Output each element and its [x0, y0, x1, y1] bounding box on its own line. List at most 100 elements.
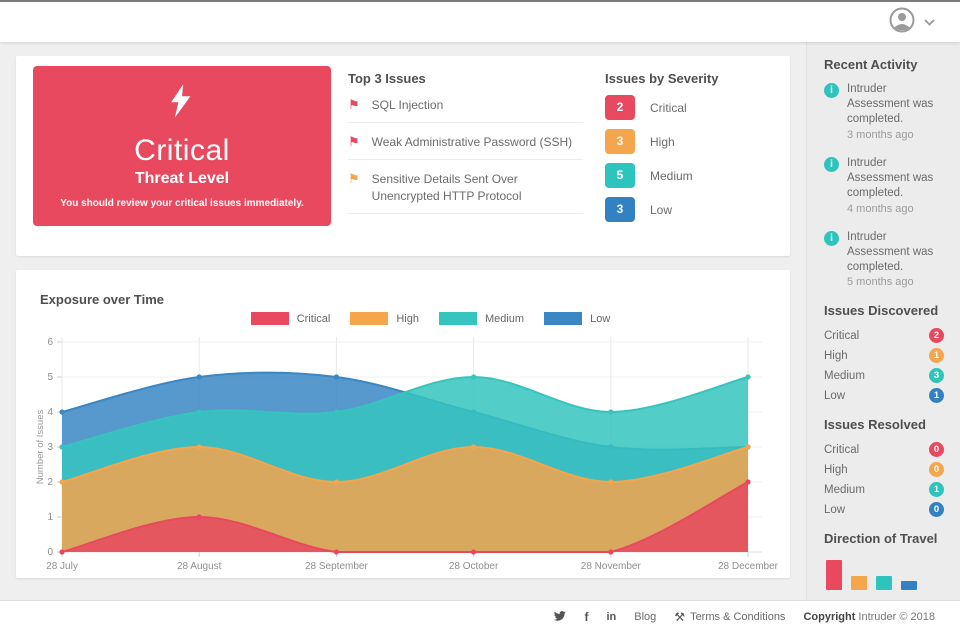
- issue-label: Weak Administrative Password (SSH): [371, 135, 573, 150]
- user-avatar-icon[interactable]: [889, 7, 915, 38]
- stat-row: Low 0: [824, 502, 944, 518]
- issues-discovered-title: Issues Discovered: [824, 303, 939, 319]
- facebook-icon[interactable]: f: [584, 609, 589, 624]
- svg-text:6: 6: [47, 337, 53, 348]
- issue-label: SQL Injection: [371, 98, 444, 112]
- info-icon: i: [824, 230, 839, 246]
- issues-by-severity-panel: Issues by Severity 2 Critical 3 High 5 M…: [605, 71, 775, 222]
- activity-time: 4 months ago: [847, 202, 914, 215]
- activity-time: 5 months ago: [847, 276, 914, 289]
- issue-label: Sensitive Details Sent Over Unencrypted …: [371, 172, 522, 203]
- legend-label: Medium: [484, 312, 525, 325]
- svg-text:28 October: 28 October: [449, 561, 499, 572]
- legend-swatch: [350, 312, 389, 325]
- issues-by-severity-title: Issues by Severity: [605, 71, 719, 86]
- severity-row: 2 Critical: [605, 95, 775, 120]
- svg-text:Number of Issues: Number of Issues: [35, 410, 46, 485]
- stat-label: Critical: [824, 443, 860, 456]
- issue-item[interactable]: ⚑ Sensitive Details Sent Over Unencrypte…: [348, 160, 583, 214]
- threat-overview-card: Critical Threat Level You should review …: [16, 56, 790, 256]
- stat-count-badge: 0: [929, 442, 944, 458]
- stat-row: Critical 2: [824, 328, 944, 344]
- terms-link[interactable]: ⚒ Terms & Conditions: [674, 610, 785, 624]
- stat-row: Critical 0: [824, 442, 944, 458]
- stat-label: High: [824, 463, 848, 476]
- flag-icon: ⚑: [348, 171, 360, 187]
- stat-count-badge: 1: [929, 388, 944, 404]
- direction-of-travel-title: Direction of Travel: [824, 531, 938, 547]
- stat-count-badge: 0: [929, 502, 944, 518]
- lightning-bolt-icon: [170, 83, 194, 124]
- stat-count-badge: 1: [929, 482, 944, 498]
- issues-resolved-title: Issues Resolved: [824, 417, 926, 433]
- top-accent-line: [0, 0, 960, 2]
- issue-item[interactable]: ⚑ SQL Injection: [348, 86, 583, 124]
- severity-label: High: [650, 134, 675, 149]
- svg-text:28 September: 28 September: [305, 561, 368, 572]
- legend-label: Low: [590, 312, 611, 325]
- svg-text:4: 4: [47, 407, 53, 418]
- legend-swatch: [544, 312, 583, 325]
- svg-text:28 December: 28 December: [718, 561, 779, 572]
- copyright-rest: Intruder © 2018: [858, 610, 935, 623]
- flag-icon: ⚑: [348, 134, 360, 150]
- svg-text:5: 5: [47, 372, 53, 383]
- legend-item-high[interactable]: High: [350, 312, 419, 325]
- stat-label: Critical: [824, 329, 860, 342]
- legend-swatch: [250, 312, 289, 325]
- legend-swatch: [438, 312, 477, 325]
- exposure-chart-card: Exposure over Time Critical High Medium Low…: [16, 270, 790, 578]
- svg-text:3: 3: [47, 442, 53, 453]
- stat-label: High: [824, 349, 848, 362]
- legend-item-critical[interactable]: Critical: [250, 312, 331, 325]
- svg-text:28 August: 28 August: [177, 561, 222, 572]
- user-menu[interactable]: [889, 7, 935, 38]
- severity-row: 3 Low: [605, 197, 775, 222]
- stat-row: High 0: [824, 462, 944, 478]
- severity-row: 3 High: [605, 129, 775, 154]
- threat-message: You should review your critical issues i…: [60, 198, 304, 209]
- activity-text: Intruder Assessment was completed.: [847, 230, 934, 273]
- severity-row: 5 Medium: [605, 163, 775, 188]
- sidebar: Recent Activity i Intruder Assessment wa…: [806, 42, 960, 600]
- activity-item: i Intruder Assessment was completed. 5 m…: [824, 230, 944, 289]
- issue-item[interactable]: ⚑ Weak Administrative Password (SSH): [348, 123, 583, 161]
- travel-bar-high: [851, 576, 867, 591]
- stat-row: Low 1: [824, 388, 944, 404]
- chevron-down-icon[interactable]: [924, 13, 935, 31]
- svg-text:28 November: 28 November: [581, 561, 642, 572]
- flag-icon: ⚑: [348, 97, 360, 112]
- exposure-area-chart: 0 1 2 3 4 5 6 28 July 28 August 28 September 28 Oc…: [35, 337, 779, 572]
- twitter-icon[interactable]: [553, 611, 567, 622]
- svg-text:28 July: 28 July: [46, 561, 78, 572]
- severity-count-badge: 3: [605, 129, 635, 154]
- legend-label: Critical: [296, 312, 331, 325]
- stat-label: Medium: [824, 369, 865, 382]
- stat-count-badge: 1: [929, 348, 944, 364]
- linkedin-icon[interactable]: in: [606, 610, 617, 623]
- stat-count-badge: 3: [929, 368, 944, 384]
- legend-item-medium[interactable]: Medium: [438, 312, 525, 325]
- activity-item: i Intruder Assessment was completed. 3 m…: [824, 82, 944, 141]
- stat-count-badge: 0: [929, 462, 944, 478]
- travel-bar-low: [901, 581, 917, 591]
- copyright-label: Copyright: [803, 610, 856, 623]
- activity-text: Intruder Assessment was completed.: [847, 156, 934, 199]
- severity-label: Low: [650, 202, 673, 217]
- svg-text:0: 0: [47, 547, 53, 558]
- svg-text:2: 2: [47, 477, 53, 488]
- threat-level-label: Threat Level: [134, 170, 230, 187]
- stat-label: Medium: [824, 483, 865, 496]
- severity-count-badge: 3: [605, 197, 635, 222]
- chart-title: Exposure over Time: [40, 292, 165, 307]
- stat-label: Low: [824, 389, 846, 402]
- legend-item-low[interactable]: Low: [544, 312, 610, 325]
- info-icon: i: [824, 156, 839, 172]
- topbar: [0, 2, 960, 42]
- activity-text: Intruder Assessment was completed.: [847, 83, 934, 125]
- blog-link[interactable]: Blog: [634, 610, 657, 623]
- direction-of-travel-bars: [826, 558, 944, 591]
- terms-label: Terms & Conditions: [690, 610, 786, 623]
- stat-row: Medium 3: [824, 368, 944, 384]
- stat-row: Medium 1: [824, 482, 944, 498]
